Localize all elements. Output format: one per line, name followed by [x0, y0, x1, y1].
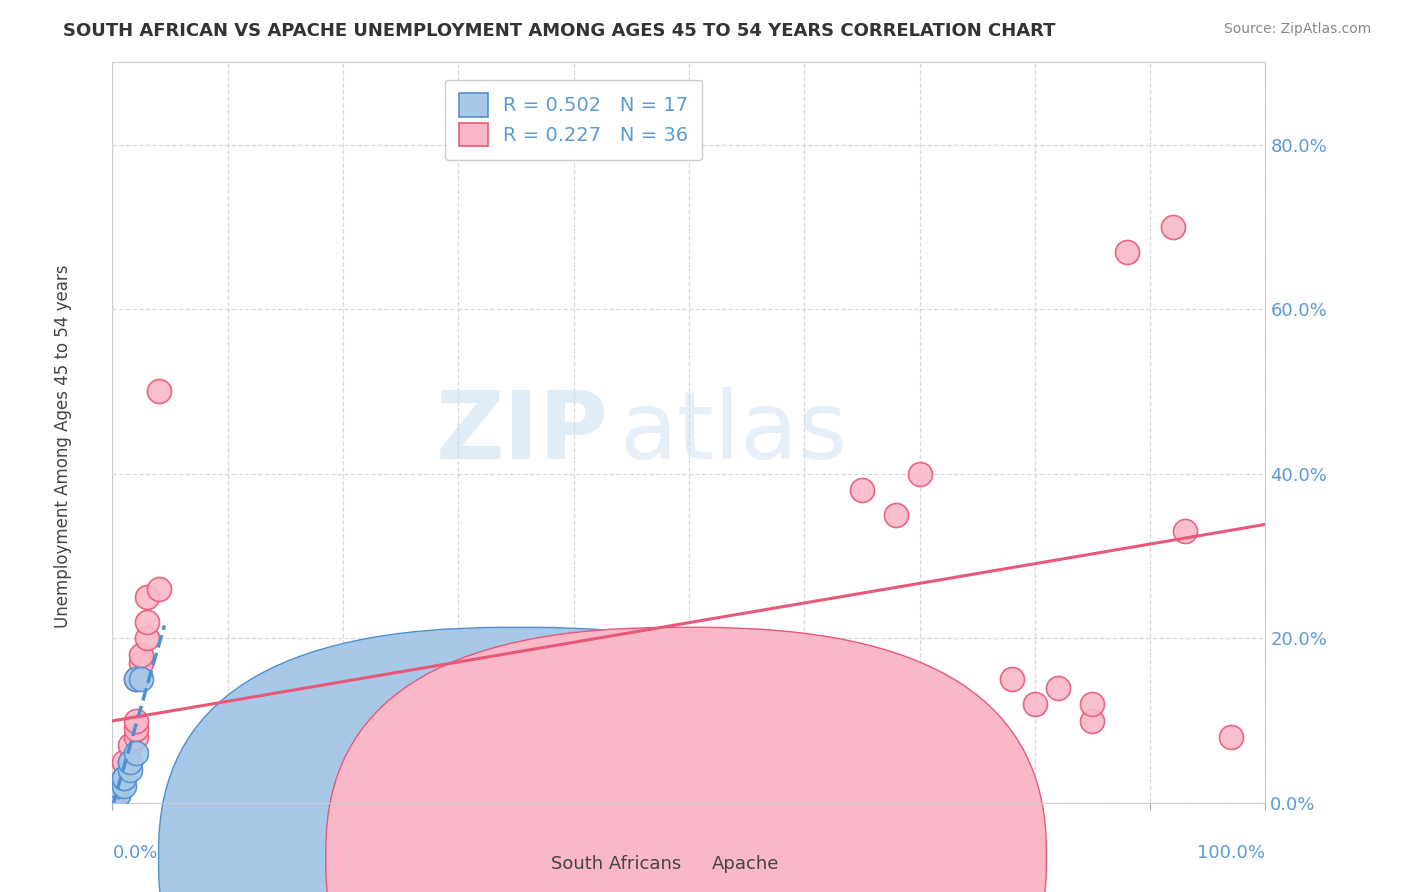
Point: [124, 747, 146, 761]
Point: [101, 788, 124, 802]
Point: [1219, 730, 1241, 744]
Point: [118, 755, 141, 769]
Point: [136, 632, 159, 646]
Point: [101, 796, 124, 810]
Point: [124, 673, 146, 687]
Text: atlas: atlas: [620, 386, 848, 479]
Point: [1161, 219, 1184, 234]
Point: [1001, 673, 1024, 687]
Point: [112, 771, 135, 785]
Point: [107, 780, 129, 794]
Point: [124, 673, 146, 687]
Point: [101, 796, 124, 810]
Point: [1046, 681, 1069, 695]
Text: 100.0%: 100.0%: [1198, 844, 1265, 862]
Point: [101, 796, 124, 810]
Point: [148, 384, 170, 399]
Point: [101, 796, 124, 810]
Point: [107, 788, 129, 802]
Point: [118, 763, 141, 777]
Point: [101, 796, 124, 810]
Point: [107, 780, 129, 794]
Point: [124, 722, 146, 736]
Point: [112, 755, 135, 769]
Text: SOUTH AFRICAN VS APACHE UNEMPLOYMENT AMONG AGES 45 TO 54 YEARS CORRELATION CHART: SOUTH AFRICAN VS APACHE UNEMPLOYMENT AMO…: [63, 22, 1056, 40]
Point: [101, 796, 124, 810]
Point: [136, 615, 159, 629]
Point: [101, 796, 124, 810]
Point: [101, 796, 124, 810]
FancyBboxPatch shape: [159, 627, 879, 892]
Point: [112, 771, 135, 785]
Point: [1024, 697, 1046, 711]
Point: [112, 780, 135, 794]
Text: South Africans: South Africans: [551, 855, 681, 872]
Point: [908, 467, 931, 481]
Point: [112, 771, 135, 785]
Point: [101, 796, 124, 810]
Point: [101, 788, 124, 802]
Point: [118, 738, 141, 752]
Text: 0.0%: 0.0%: [112, 844, 157, 862]
Point: [129, 648, 153, 662]
Point: [1081, 714, 1104, 728]
Point: [886, 508, 908, 522]
Text: Source: ZipAtlas.com: Source: ZipAtlas.com: [1223, 22, 1371, 37]
Point: [148, 582, 170, 596]
Point: [129, 656, 153, 670]
Point: [129, 673, 153, 687]
Point: [118, 755, 141, 769]
Point: [124, 730, 146, 744]
Text: Unemployment Among Ages 45 to 54 years: Unemployment Among Ages 45 to 54 years: [55, 264, 72, 628]
Text: Apache: Apache: [711, 855, 779, 872]
Point: [1081, 697, 1104, 711]
Point: [107, 788, 129, 802]
Point: [101, 788, 124, 802]
Point: [124, 714, 146, 728]
Point: [1174, 524, 1197, 539]
Point: [1116, 244, 1139, 259]
Text: ZIP: ZIP: [436, 386, 609, 479]
Point: [101, 788, 124, 802]
FancyBboxPatch shape: [326, 627, 1046, 892]
Point: [851, 483, 873, 498]
Point: [136, 590, 159, 604]
Legend: R = 0.502   N = 17, R = 0.227   N = 36: R = 0.502 N = 17, R = 0.227 N = 36: [446, 79, 702, 160]
Point: [112, 771, 135, 785]
